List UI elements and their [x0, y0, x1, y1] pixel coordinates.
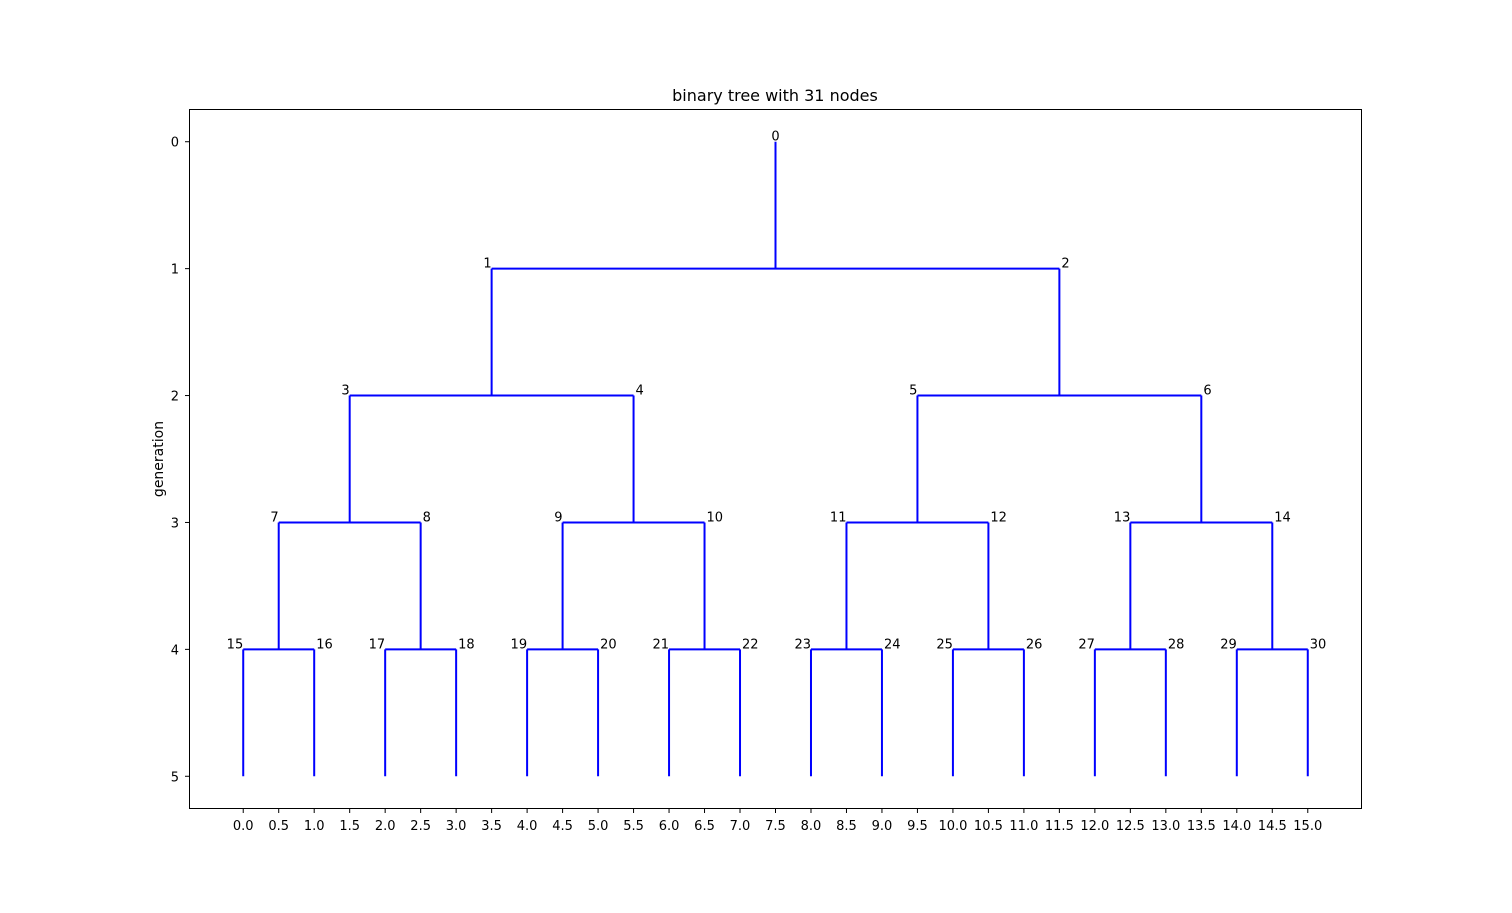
x-tick-label-2.0: 2.0 — [375, 819, 396, 834]
y-tick-label-0: 0 — [171, 136, 179, 151]
x-tick-label-11.5: 11.5 — [1045, 819, 1074, 834]
x-tick-label-4.5: 4.5 — [552, 819, 573, 834]
chart-title: binary tree with 31 nodes — [672, 86, 878, 105]
x-tick-label-7.5: 7.5 — [765, 819, 786, 834]
node-label-21: 21 — [652, 637, 669, 652]
node-label-2: 2 — [1061, 257, 1069, 272]
x-tick-label-13.5: 13.5 — [1187, 819, 1216, 834]
node-label-5: 5 — [909, 384, 917, 399]
y-tick-label-2: 2 — [171, 390, 179, 405]
x-tick-label-9.5: 9.5 — [907, 819, 928, 834]
node-label-10: 10 — [707, 510, 724, 525]
tree-lines — [242, 141, 1309, 777]
x-tick-label-1.0: 1.0 — [304, 819, 325, 834]
y-tick-label-4: 4 — [171, 643, 179, 658]
x-axis-ticks: 0.0 0.5 1.0 1.5 2.0 2.5 3.0 3.5 4.0 4.5 5.0 5.5 6.0 6… — [233, 808, 1322, 834]
node-label-25: 25 — [936, 637, 953, 652]
node-label-28: 28 — [1168, 637, 1185, 652]
x-tick-label-6.5: 6.5 — [694, 819, 715, 834]
x-tick-label-0.5: 0.5 — [268, 819, 289, 834]
node-label-17: 17 — [369, 637, 386, 652]
node-label-18: 18 — [458, 637, 475, 652]
y-axis-ticks: 0 1 2 3 4 5 — [171, 136, 190, 785]
node-label-15: 15 — [227, 637, 244, 652]
x-tick-label-0.0: 0.0 — [233, 819, 254, 834]
x-tick-label-8.0: 8.0 — [801, 819, 822, 834]
x-tick-label-6.0: 6.0 — [659, 819, 680, 834]
x-tick-label-12.0: 12.0 — [1080, 819, 1109, 834]
y-axis-label: generation — [151, 421, 167, 497]
x-tick-label-3.5: 3.5 — [481, 819, 502, 834]
node-label-26: 26 — [1026, 637, 1043, 652]
x-tick-label-9.0: 9.0 — [872, 819, 893, 834]
node-label-29: 29 — [1220, 637, 1237, 652]
x-tick-label-2.5: 2.5 — [410, 819, 431, 834]
x-tick-label-8.5: 8.5 — [836, 819, 857, 834]
x-tick-label-10.5: 10.5 — [974, 819, 1003, 834]
y-tick-label-3: 3 — [171, 516, 179, 531]
node-label-23: 23 — [794, 637, 811, 652]
node-label-9: 9 — [554, 510, 562, 525]
x-tick-label-5.0: 5.0 — [588, 819, 609, 834]
x-tick-label-7.0: 7.0 — [730, 819, 751, 834]
node-label-13: 13 — [1114, 510, 1131, 525]
x-tick-label-4.0: 4.0 — [517, 819, 538, 834]
node-label-8: 8 — [423, 510, 431, 525]
node-label-11: 11 — [830, 510, 847, 525]
x-tick-label-5.5: 5.5 — [623, 819, 644, 834]
node-label-4: 4 — [636, 384, 644, 399]
x-tick-label-10.0: 10.0 — [938, 819, 967, 834]
x-tick-label-3.0: 3.0 — [446, 819, 467, 834]
x-tick-label-14.5: 14.5 — [1258, 819, 1287, 834]
x-tick-label-15.0: 15.0 — [1293, 819, 1322, 834]
x-tick-label-1.5: 1.5 — [339, 819, 360, 834]
node-label-1: 1 — [483, 257, 491, 272]
x-tick-label-13.0: 13.0 — [1151, 819, 1180, 834]
node-label-12: 12 — [990, 510, 1007, 525]
node-label-0: 0 — [771, 130, 779, 145]
node-label-24: 24 — [884, 637, 901, 652]
node-label-7: 7 — [270, 510, 278, 525]
node-label-22: 22 — [742, 637, 759, 652]
node-label-16: 16 — [316, 637, 333, 652]
x-tick-label-12.5: 12.5 — [1116, 819, 1145, 834]
node-label-19: 19 — [511, 637, 528, 652]
plot-area-frame — [189, 109, 1362, 809]
y-tick-label-1: 1 — [171, 263, 179, 278]
node-label-6: 6 — [1203, 384, 1211, 399]
node-label-30: 30 — [1310, 637, 1327, 652]
x-tick-label-14.0: 14.0 — [1222, 819, 1251, 834]
node-label-20: 20 — [600, 637, 617, 652]
node-label-3: 3 — [341, 384, 349, 399]
y-tick-label-5: 5 — [171, 770, 179, 785]
node-label-27: 27 — [1078, 637, 1095, 652]
node-label-14: 14 — [1274, 510, 1291, 525]
x-tick-label-11.0: 11.0 — [1009, 819, 1038, 834]
